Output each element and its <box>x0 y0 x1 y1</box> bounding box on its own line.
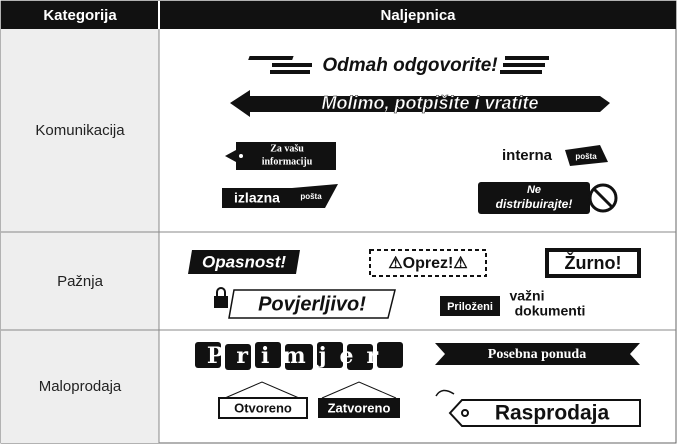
sticker: Rasprodaja <box>435 389 641 427</box>
sticker-text: pošta <box>300 192 322 201</box>
sticker: Posebna ponuda <box>435 343 640 365</box>
sticker-text: Rasprodaja <box>495 402 610 425</box>
sticker: Za vašu informaciju <box>225 142 336 170</box>
sticker: Žurno! <box>545 248 641 278</box>
sticker-text: Priloženi <box>447 301 493 313</box>
sticker-text: interna <box>502 147 553 164</box>
sticker-text: Primjer <box>207 343 391 369</box>
sticker: Priloženi važni dokumenti <box>440 288 585 319</box>
sticker: Molimo, potpišite i vratite <box>230 90 610 117</box>
sticker-text: važni <box>509 288 544 304</box>
sticker: Primjer <box>195 342 403 370</box>
category-column <box>1 29 159 443</box>
sticker-text: izlazna <box>234 190 280 206</box>
sticker-text: Otvoreno <box>234 400 292 415</box>
sticker-text: Opasnost! <box>202 252 286 271</box>
sticker-text: Zatvoreno <box>328 400 391 415</box>
header-cell: Naljepnica <box>380 7 456 24</box>
sticker: Zatvoreno <box>318 381 400 418</box>
category: Komunikacija <box>35 122 125 139</box>
header-cell: Kategorija <box>43 7 117 24</box>
sticker: Ne distribuirajte! <box>478 182 618 214</box>
sticker-text: informaciju <box>262 156 313 167</box>
sticker-text: Posebna ponuda <box>488 347 586 362</box>
sticker-text: Za vašu <box>270 143 304 154</box>
sticker-text: Žurno! <box>565 252 622 273</box>
category: Maloprodaja <box>39 378 122 395</box>
sticker: izlazna pošta <box>222 184 338 208</box>
sticker: Opasnost! <box>188 250 300 274</box>
sticker: Otvoreno <box>218 381 308 419</box>
header-row <box>1 1 676 29</box>
sticker: ⚠Oprez!⚠ <box>369 249 487 277</box>
sticker: Povjerljivo! <box>214 287 396 319</box>
sticker-text: Odmah odgovorite! <box>322 55 497 76</box>
category: Pažnja <box>57 273 104 290</box>
sticker-text: ⚠Oprez!⚠ <box>388 255 467 272</box>
sticker-text: distribuirajte! <box>496 197 573 211</box>
sticker-text: pošta <box>575 152 597 161</box>
sticker-text: dokumenti <box>515 303 586 319</box>
sticker-text: Ne <box>527 184 541 196</box>
sticker: interna pošta <box>502 145 608 166</box>
sticker: Odmah odgovorite! <box>248 55 549 76</box>
sticker-text: Povjerljivo! <box>258 293 366 315</box>
sticker-text: Molimo, potpišite i vratite <box>321 93 538 113</box>
